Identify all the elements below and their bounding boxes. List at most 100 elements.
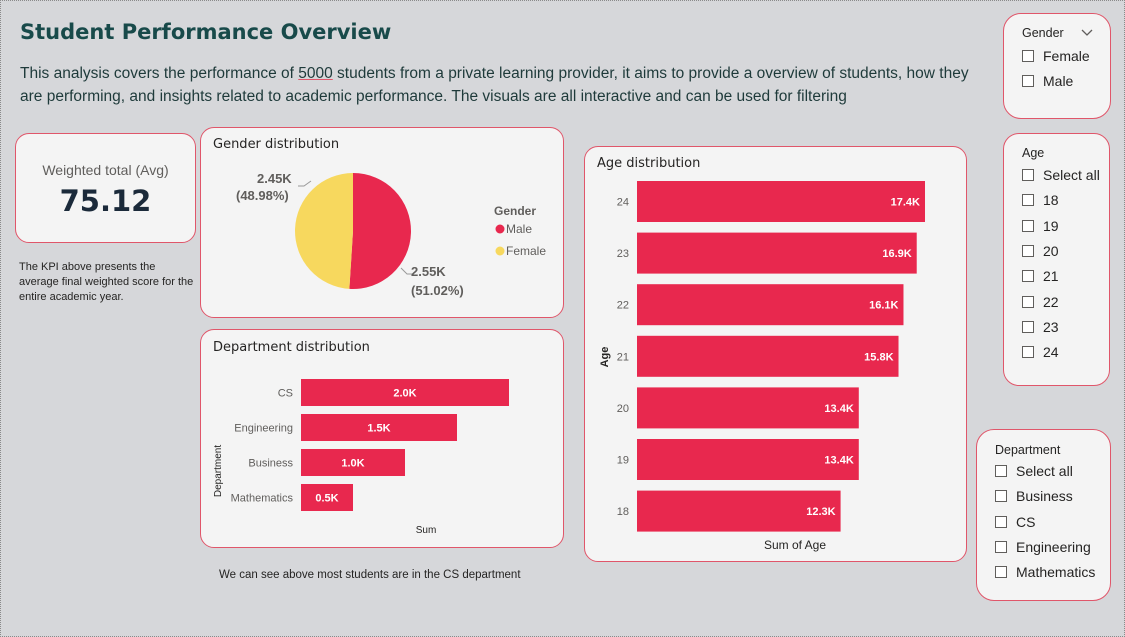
slicer-option-female[interactable]: Female bbox=[1022, 48, 1090, 64]
department-x-axis-title: Sum bbox=[416, 525, 437, 536]
department-data-label: 0.5K bbox=[315, 493, 338, 505]
age-slicer-option-20[interactable]: 20 bbox=[1022, 243, 1059, 259]
department-tick-label: Business bbox=[248, 458, 293, 470]
age-bar[interactable] bbox=[637, 284, 904, 326]
checkbox[interactable] bbox=[1022, 219, 1034, 232]
checkbox[interactable] bbox=[995, 490, 1007, 503]
legend-male-label[interactable]: Male bbox=[506, 222, 532, 236]
legend-female-marker bbox=[495, 246, 505, 256]
department-slicer-option-engineering[interactable]: Engineering bbox=[995, 539, 1091, 555]
age-bar[interactable] bbox=[637, 181, 925, 222]
age-data-label: 12.3K bbox=[806, 506, 835, 518]
female-leader-line bbox=[298, 180, 312, 187]
gender-pie-chart: 2.45K (48.98%) 2.55K (51.02%) Gender Mal… bbox=[236, 171, 546, 298]
age-tick-label: 20 bbox=[617, 403, 629, 415]
male-leader-line bbox=[400, 267, 412, 275]
age-slicer-option-select-all[interactable]: Select all bbox=[1022, 167, 1100, 183]
department-bar[interactable] bbox=[301, 379, 509, 406]
pie-slice-male[interactable] bbox=[349, 173, 412, 289]
checkbox[interactable] bbox=[1022, 320, 1034, 333]
option-label: Engineering bbox=[1016, 538, 1091, 555]
option-label: Select all bbox=[1043, 167, 1100, 183]
checkbox[interactable] bbox=[1022, 295, 1034, 308]
age-slicer-option-19[interactable]: 19 bbox=[1022, 218, 1059, 234]
pie-slice-female[interactable] bbox=[295, 173, 353, 289]
option-label: 23 bbox=[1043, 318, 1059, 335]
age-bar[interactable] bbox=[637, 387, 859, 429]
option-label: Select all bbox=[1016, 463, 1073, 479]
department-slicer-option-business[interactable]: Business bbox=[995, 488, 1073, 504]
gender-chart-card[interactable]: Gender distribution 2.45K (48.98%) 2.55K… bbox=[200, 127, 564, 318]
option-label: Business bbox=[1016, 488, 1073, 505]
gender-slicer[interactable]: Gender Female Male bbox=[1003, 13, 1111, 119]
age-tick-label: 21 bbox=[617, 351, 629, 363]
description-highlight: 5000 bbox=[298, 65, 333, 82]
department-data-label: 2.0K bbox=[393, 388, 416, 400]
age-data-label: 16.9K bbox=[882, 248, 911, 260]
checkbox[interactable] bbox=[1022, 270, 1034, 283]
age-data-label: 15.8K bbox=[864, 351, 893, 363]
checkbox[interactable] bbox=[1022, 169, 1034, 181]
age-bar[interactable] bbox=[637, 439, 859, 480]
age-slicer-option-21[interactable]: 21 bbox=[1022, 268, 1059, 284]
option-label: 22 bbox=[1043, 293, 1059, 310]
option-label: 24 bbox=[1043, 344, 1059, 361]
department-bar[interactable] bbox=[301, 484, 353, 511]
checkbox[interactable] bbox=[1022, 50, 1034, 62]
age-bar-chart: Age Sum of Age 24 17.4K 23 16.9K 22 16.1K 21 15… bbox=[599, 181, 925, 552]
age-slicer-option-23[interactable]: 23 bbox=[1022, 319, 1059, 335]
option-label: 19 bbox=[1043, 217, 1059, 234]
checkbox[interactable] bbox=[1022, 244, 1034, 257]
department-slicer-title: Department bbox=[995, 443, 1061, 457]
male-data-label-value: 2.55K bbox=[411, 264, 446, 279]
department-slicer-option-select-all[interactable]: Select all bbox=[995, 463, 1073, 479]
age-bar[interactable] bbox=[637, 490, 841, 532]
option-label: 21 bbox=[1043, 268, 1059, 285]
checkbox[interactable] bbox=[1022, 75, 1034, 87]
chevron-down-icon[interactable] bbox=[1081, 29, 1093, 37]
department-bar[interactable] bbox=[301, 414, 457, 441]
age-slicer-title: Age bbox=[1022, 146, 1045, 160]
checkbox[interactable] bbox=[995, 465, 1007, 477]
legend-female-label[interactable]: Female bbox=[506, 244, 546, 258]
checkbox[interactable] bbox=[995, 566, 1007, 579]
checkbox[interactable] bbox=[995, 540, 1007, 553]
department-bar-chart: Department Sum CS 2.0K Engineering 1.5K Busi… bbox=[213, 379, 509, 536]
department-slicer[interactable]: Department Select all Business CS Engineeri… bbox=[976, 429, 1111, 601]
age-slicer[interactable]: Age Select all 18 19 20 21 22 23 24 bbox=[1003, 133, 1110, 386]
department-data-label: 1.0K bbox=[341, 458, 364, 470]
gender-chart-title: Gender distribution bbox=[213, 137, 340, 152]
age-bar[interactable] bbox=[637, 232, 917, 274]
department-slicer-option-cs[interactable]: CS bbox=[995, 514, 1035, 530]
age-x-axis-title: Sum of Age bbox=[764, 538, 826, 552]
department-tick-label: Mathematics bbox=[231, 493, 294, 505]
age-slicer-option-24[interactable]: 24 bbox=[1022, 344, 1059, 360]
age-slicer-option-22[interactable]: 22 bbox=[1022, 294, 1059, 310]
department-axis-title: Department bbox=[213, 445, 224, 497]
age-chart-title: Age distribution bbox=[597, 156, 701, 171]
checkbox[interactable] bbox=[1022, 194, 1034, 207]
kpi-card[interactable]: Weighted total (Avg) 75.12 bbox=[15, 133, 196, 243]
age-tick-label: 18 bbox=[617, 506, 629, 518]
page-description: This analysis covers the performance of … bbox=[20, 62, 995, 108]
age-data-label: 17.4K bbox=[891, 197, 920, 209]
department-footnote: We can see above most students are in th… bbox=[219, 569, 521, 581]
department-bar[interactable] bbox=[301, 449, 405, 476]
checkbox[interactable] bbox=[1022, 346, 1034, 359]
department-slicer-option-mathematics[interactable]: Mathematics bbox=[995, 564, 1095, 580]
department-tick-label: Engineering bbox=[234, 423, 293, 435]
age-tick-label: 22 bbox=[617, 300, 629, 312]
gender-slicer-title: Gender bbox=[1022, 26, 1064, 40]
age-slicer-option-18[interactable]: 18 bbox=[1022, 192, 1059, 208]
checkbox[interactable] bbox=[995, 515, 1007, 528]
age-axis-title: Age bbox=[599, 347, 611, 368]
age-chart-card[interactable]: Age distribution Age Sum of Age 24 17.4K 2… bbox=[584, 146, 967, 562]
age-bar[interactable] bbox=[637, 335, 899, 377]
department-chart-card[interactable]: Department distribution Department Sum C… bbox=[200, 329, 564, 548]
description-text-2: students from a private learning provide… bbox=[20, 65, 969, 105]
female-data-label-percent: (48.98%) bbox=[236, 188, 289, 203]
age-data-label: 13.4K bbox=[824, 403, 853, 415]
age-tick-label: 19 bbox=[617, 455, 629, 467]
age-data-label: 13.4K bbox=[824, 455, 853, 467]
slicer-option-male[interactable]: Male bbox=[1022, 73, 1073, 89]
